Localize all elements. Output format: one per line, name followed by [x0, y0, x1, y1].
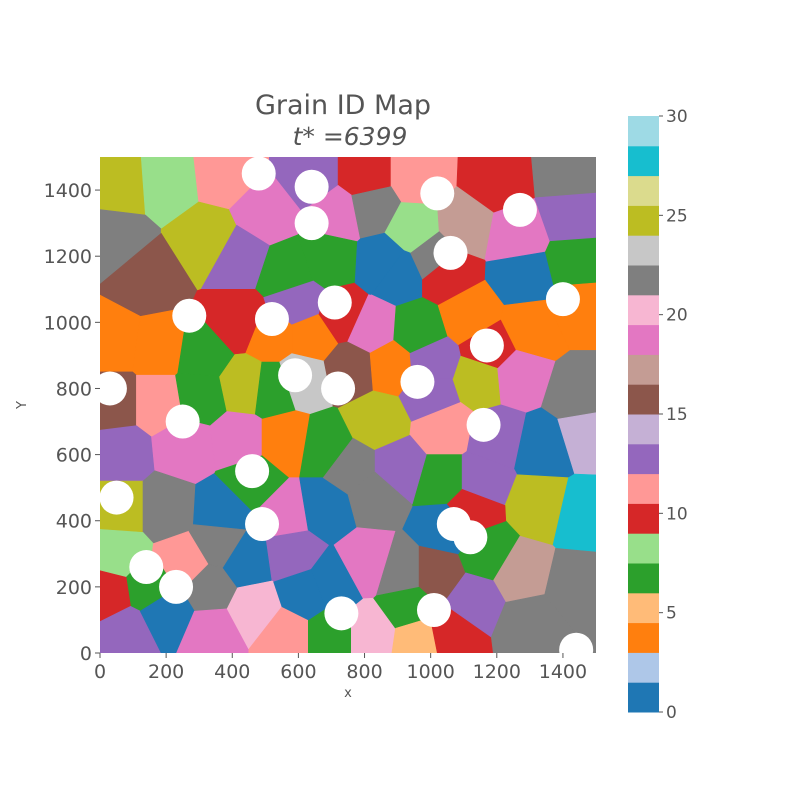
colorbar-tick-label: 5	[666, 604, 677, 624]
y-tick-label: 800	[56, 378, 92, 400]
colorbar-segment	[628, 324, 659, 355]
colorbar-segment	[628, 592, 659, 624]
chart-title: Grain ID Map	[255, 90, 431, 121]
x-tick-label: 400	[214, 661, 250, 683]
x-tick-label: 200	[148, 661, 184, 683]
chart-subtitle: t* =6399	[293, 122, 408, 151]
x-tick-label: 1000	[406, 661, 454, 683]
y-axis-label: Y	[15, 401, 30, 410]
colorbar-segment	[628, 294, 659, 326]
y-tick-label: 1000	[44, 312, 92, 334]
colorbar-segment	[628, 145, 659, 177]
void-pore	[453, 520, 488, 555]
void-pore	[278, 358, 313, 393]
colorbar-segment	[628, 414, 659, 445]
void-pore	[559, 632, 594, 653]
plot-area	[100, 157, 596, 653]
void-pore	[420, 176, 455, 211]
colorbar-segment	[628, 563, 659, 594]
void-pore	[466, 407, 501, 442]
y-tick-label: 0	[80, 643, 92, 665]
void-pore	[502, 192, 537, 227]
colorbar-tick-label: 0	[666, 703, 677, 723]
colorbar-segment	[628, 354, 659, 385]
void-pore	[317, 285, 352, 320]
colorbar-segment	[628, 473, 659, 504]
void-pore	[400, 364, 435, 399]
x-axis-label: x	[344, 686, 352, 701]
colorbar-tick-label: 30	[666, 107, 688, 127]
grain-cell	[322, 437, 375, 495]
x-tick-label: 800	[346, 661, 382, 683]
grain-cell	[544, 237, 596, 287]
colorbar-tick-label: 10	[666, 504, 688, 524]
void-pore	[165, 404, 200, 439]
void-pore	[433, 235, 468, 270]
colorbar-segment	[628, 622, 659, 653]
x-tick-label: 1400	[539, 661, 587, 683]
grain-cell	[100, 425, 156, 482]
colorbar-segment	[628, 384, 659, 415]
grain-cell	[534, 192, 596, 242]
grain-cell	[531, 157, 596, 199]
void-pore	[321, 371, 356, 406]
colorbar-segment	[628, 503, 659, 534]
colorbar-segment	[628, 116, 659, 147]
colorbar-segment	[628, 265, 659, 296]
colorbar-segment	[628, 533, 659, 564]
colorbar-segment	[628, 205, 659, 236]
colorbar-segment	[628, 652, 659, 683]
void-pore	[100, 371, 127, 406]
void-pore	[235, 454, 270, 489]
x-tick-label: 0	[94, 661, 106, 683]
y-tick-label: 1200	[44, 246, 92, 268]
grain-cell	[273, 569, 327, 621]
void-pore	[129, 550, 164, 585]
void-pore	[469, 328, 504, 363]
colorbar-tick-label: 20	[666, 306, 688, 326]
colorbar: 0 5 10 15 20 25 30	[628, 107, 688, 723]
void-pore	[324, 596, 359, 631]
y-tick-label: 400	[56, 511, 92, 533]
grain-cell	[188, 524, 247, 568]
void-pore	[241, 157, 276, 191]
colorbar-tick-label: 15	[666, 405, 688, 425]
colorbar-tick-label: 25	[666, 206, 688, 226]
y-axis: 0 200 400 600 800 1000 1200 1400	[44, 180, 100, 665]
x-tick-label: 600	[280, 661, 316, 683]
colorbar-segment	[628, 175, 659, 206]
void-pore	[545, 282, 580, 317]
y-tick-label: 600	[56, 445, 92, 467]
void-pore	[294, 206, 329, 241]
void-pore	[159, 569, 194, 604]
y-tick-label: 200	[56, 577, 92, 599]
colorbar-segment	[628, 235, 659, 266]
void-pore	[416, 593, 451, 628]
void-pore	[254, 302, 289, 337]
void-pore	[294, 169, 329, 204]
void-pore	[100, 480, 134, 515]
y-tick-label: 1400	[44, 180, 92, 202]
x-tick-label: 1200	[473, 661, 521, 683]
grain-cell	[100, 157, 146, 216]
colorbar-segment	[628, 682, 659, 713]
x-axis: 0 200 400 600 800 1000 1200 1400	[94, 653, 587, 683]
void-pore	[172, 298, 207, 333]
grain-cell	[354, 232, 405, 295]
colorbar-segment	[628, 443, 659, 475]
void-pore	[245, 507, 280, 542]
